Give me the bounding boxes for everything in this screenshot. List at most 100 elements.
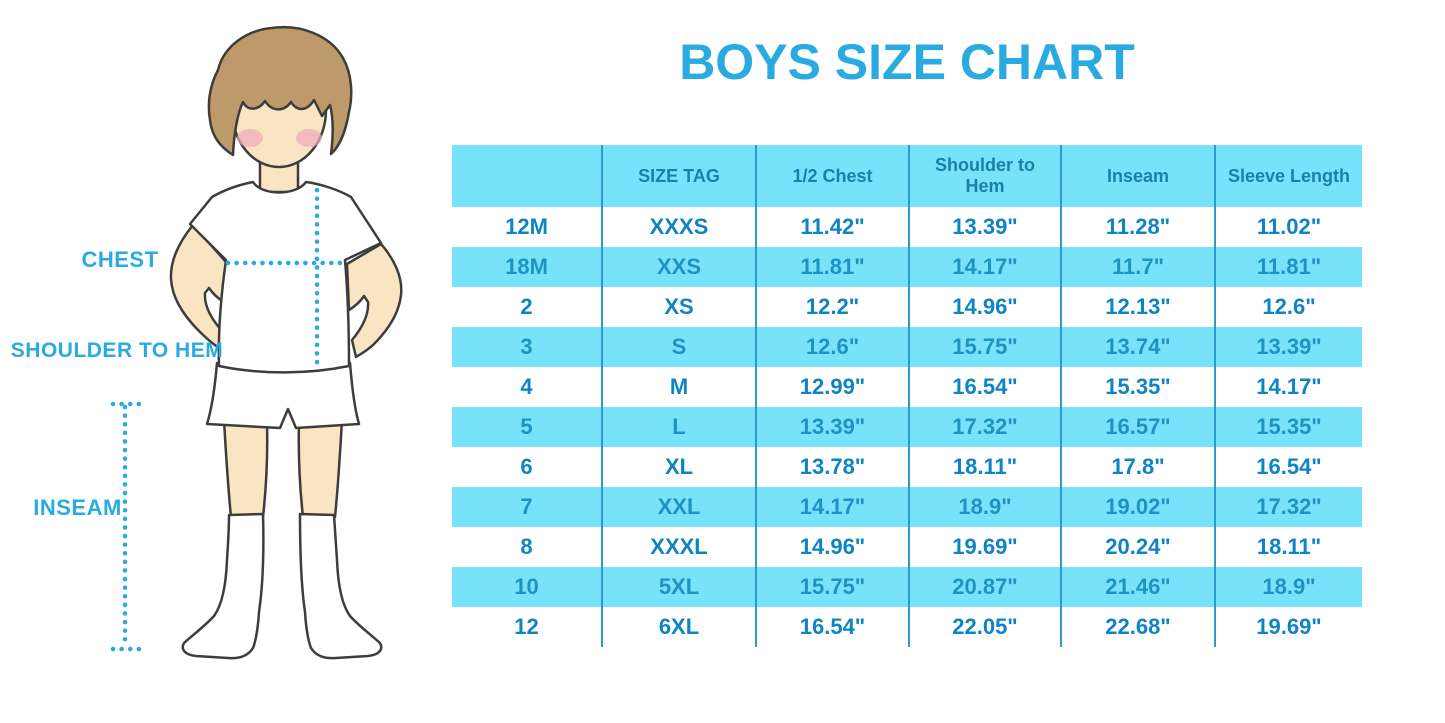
table-cell: 21.46"	[1062, 567, 1216, 607]
table-cell: 12.2"	[757, 287, 910, 327]
table-cell: 16.54"	[757, 607, 910, 647]
table-row: 12M XXXS 11.42" 13.39" 11.28" 11.02"	[452, 207, 1362, 247]
table-cell: 5	[452, 407, 603, 447]
table-cell: 10	[452, 567, 603, 607]
table-cell: XXL	[603, 487, 757, 527]
table-cell: 3	[452, 327, 603, 367]
table-cell: 7	[452, 487, 603, 527]
table-cell: 14.96"	[910, 287, 1062, 327]
table-cell: 15.75"	[757, 567, 910, 607]
table-cell: XXXS	[603, 207, 757, 247]
boy-left-sock	[181, 512, 265, 660]
table-cell: 22.05"	[910, 607, 1062, 647]
table-cell: L	[603, 407, 757, 447]
table-cell: 15.75"	[910, 327, 1062, 367]
table-cell: 11.02"	[1256, 214, 1322, 239]
table-cell: XXXL	[603, 527, 757, 567]
size-table: SIZE TAG 1/2 Chest Shoulder to Hem Inseam Sl…	[452, 145, 1362, 647]
boy-right-arm	[345, 242, 403, 359]
table-cell: 12.99"	[757, 367, 910, 407]
boy-right-sock	[298, 512, 383, 660]
table-cell: 11.7"	[1062, 247, 1216, 287]
column-header: Inseam	[1062, 145, 1216, 207]
table-cell: 6XL	[603, 607, 757, 647]
table-row: 10 5XL 15.75" 20.87" 21.46" 18.9"	[452, 567, 1362, 607]
column-header: SIZE TAG	[603, 145, 757, 207]
boy-tshirt	[188, 180, 383, 374]
table-cell: 14.17"	[757, 487, 910, 527]
boy-cheeks	[237, 129, 322, 147]
table-cell: 5XL	[603, 567, 757, 607]
table-cell: 16.54"	[910, 367, 1062, 407]
table-cell: 15.35"	[1256, 414, 1322, 439]
table-row: 12 6XL 16.54" 22.05" 22.68" 19.69"	[452, 607, 1362, 647]
table-cell: 18.9"	[910, 487, 1062, 527]
table-row: 7 XXL 14.17" 18.9" 19.02" 17.32"	[452, 487, 1362, 527]
table-cell: S	[603, 327, 757, 367]
table-cell: 14.17"	[910, 247, 1062, 287]
table-cell: 12.6"	[1262, 294, 1316, 319]
table-cell: 19.02"	[1062, 487, 1216, 527]
boy-left-leg	[222, 418, 269, 519]
table-cell: 13.78"	[757, 447, 910, 487]
table-cell: 16.54"	[1256, 454, 1322, 479]
inseam-label: INSEAM	[33, 495, 122, 520]
boy-hair	[207, 25, 353, 157]
table-cell: 12	[452, 607, 603, 647]
shoulder-to-hem-label: SHOULDER TO HEM	[10, 339, 224, 362]
table-cell: 18.11"	[1256, 534, 1322, 559]
table-cell: 13.39"	[910, 207, 1062, 247]
table-cell: 12.13"	[1062, 287, 1216, 327]
table-cell: 16.57"	[1062, 407, 1216, 447]
table-cell: 17.32"	[1256, 494, 1322, 519]
page-title: BOYS SIZE CHART	[679, 34, 1135, 90]
table-row: 6 XL 13.78" 18.11" 17.8" 16.54"	[452, 447, 1362, 487]
table-cell: 18M	[452, 247, 603, 287]
boy-left-arm	[169, 223, 228, 350]
table-row: 5 L 13.39" 17.32" 16.57" 15.35"	[452, 407, 1362, 447]
table-cell: 11.42"	[757, 207, 910, 247]
table-cell: 17.8"	[1062, 447, 1216, 487]
boy-illustration	[110, 25, 403, 660]
table-cell: 8	[452, 527, 603, 567]
table-cell: 12.6"	[757, 327, 910, 367]
table-cell: 12M	[452, 207, 603, 247]
table-row: 2 XS 12.2" 14.96" 12.13" 12.6"	[452, 287, 1362, 327]
table-cell: 18.11"	[910, 447, 1062, 487]
table-row: 18M XXS 11.81" 14.17" 11.7" 11.81"	[452, 247, 1362, 287]
size-table-header: SIZE TAG 1/2 Chest Shoulder to Hem Inseam Sl…	[452, 145, 1362, 207]
table-cell: XS	[603, 287, 757, 327]
table-cell: 17.32"	[910, 407, 1062, 447]
table-cell: 13.39"	[757, 407, 910, 447]
table-row: 8 XXXL 14.96" 19.69" 20.24" 18.11"	[452, 527, 1362, 567]
chest-label: CHEST	[81, 247, 159, 272]
size-table-body: 12M XXXS 11.42" 13.39" 11.28" 11.02" 18M XXS 11.…	[452, 207, 1362, 647]
table-cell: 11.81"	[1256, 254, 1322, 279]
table-cell: 18.9"	[1262, 574, 1316, 599]
table-cell: 13.74"	[1062, 327, 1216, 367]
table-cell: 4	[452, 367, 603, 407]
table-row: 3 S 12.6" 15.75" 13.74" 13.39"	[452, 327, 1362, 367]
table-cell: XXS	[603, 247, 757, 287]
column-header: 1/2 Chest	[757, 145, 910, 207]
column-header: Shoulder to Hem	[910, 145, 1062, 207]
table-cell: 14.96"	[757, 527, 910, 567]
column-header	[452, 145, 603, 207]
boy-shorts	[205, 361, 361, 430]
table-cell: 14.17"	[1256, 374, 1322, 399]
table-cell: 19.69"	[1256, 614, 1322, 639]
column-header: Sleeve Length	[1216, 145, 1362, 207]
table-cell: 6	[452, 447, 603, 487]
table-cell: 15.35"	[1062, 367, 1216, 407]
table-cell: 2	[452, 287, 603, 327]
table-cell: 20.87"	[910, 567, 1062, 607]
table-cell: 13.39"	[1256, 334, 1322, 359]
boy-right-leg	[297, 418, 344, 519]
table-row: 4 M 12.99" 16.54" 15.35" 14.17"	[452, 367, 1362, 407]
table-cell: 11.81"	[757, 247, 910, 287]
table-cell: XL	[603, 447, 757, 487]
table-cell: 22.68"	[1062, 607, 1216, 647]
table-cell: 19.69"	[910, 527, 1062, 567]
table-cell: 20.24"	[1062, 527, 1216, 567]
